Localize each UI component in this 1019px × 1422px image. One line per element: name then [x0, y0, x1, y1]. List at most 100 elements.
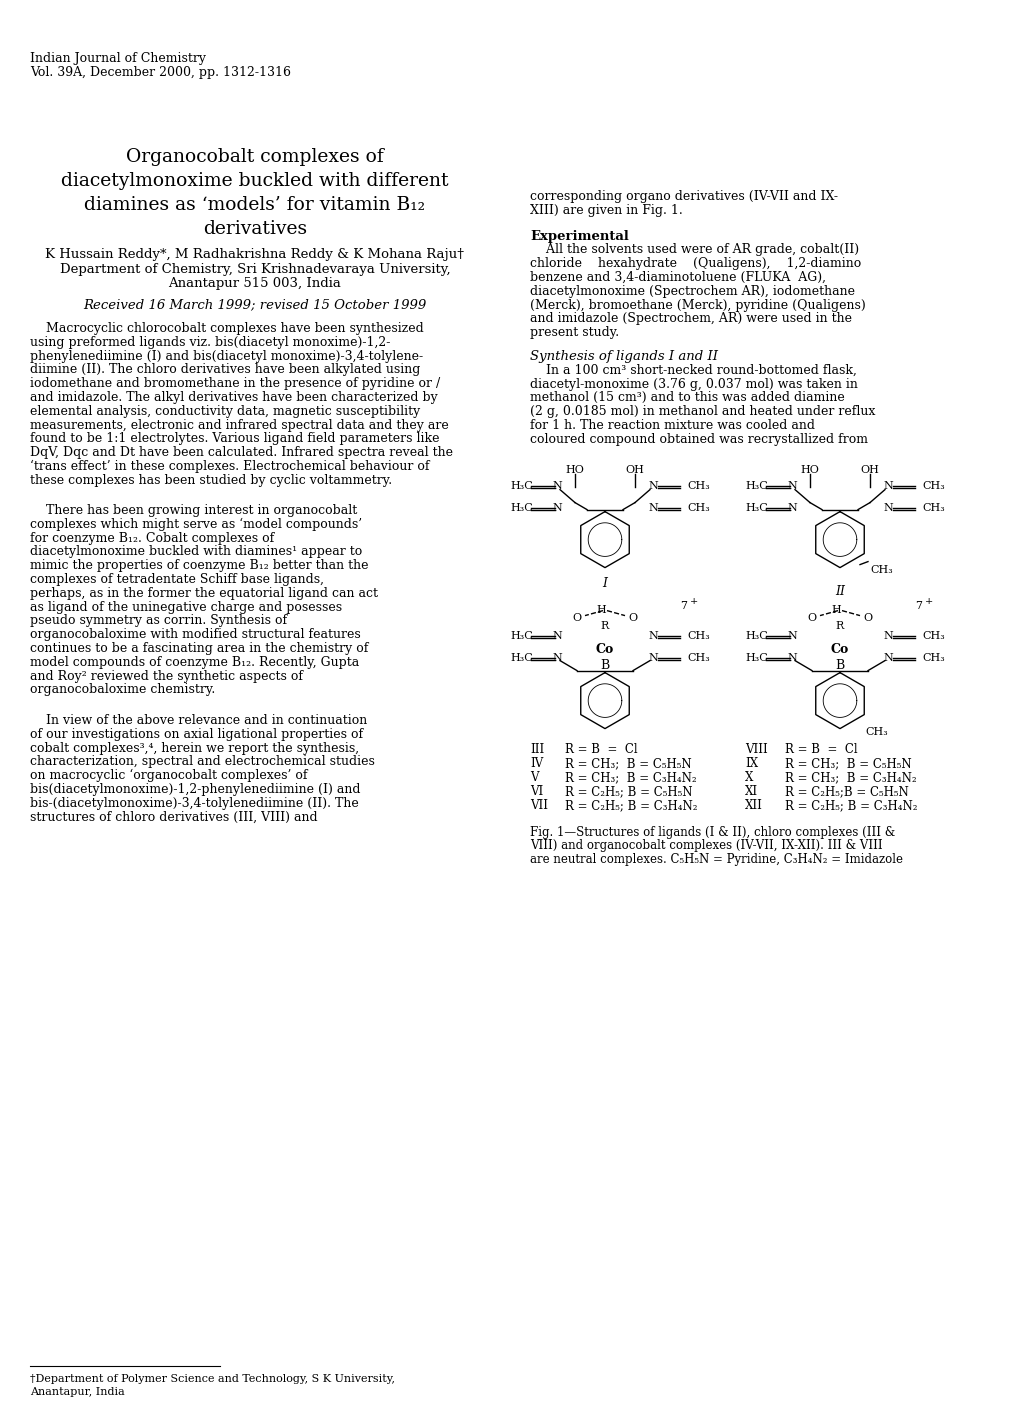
- Text: as ligand of the uninegative charge and posesses: as ligand of the uninegative charge and …: [30, 600, 341, 614]
- Text: for 1 h. The reaction mixture was cooled and: for 1 h. The reaction mixture was cooled…: [530, 419, 814, 432]
- Text: O: O: [572, 613, 581, 623]
- Text: H₃C: H₃C: [510, 502, 532, 512]
- Text: Anantapur, India: Anantapur, India: [30, 1386, 124, 1396]
- Text: corresponding organo derivatives (IV-VII and IX-: corresponding organo derivatives (IV-VII…: [530, 191, 838, 203]
- Text: R = CH₃;  B = C₅H₅N: R = CH₃; B = C₅H₅N: [785, 757, 911, 769]
- Text: perhaps, as in the former the equatorial ligand can act: perhaps, as in the former the equatorial…: [30, 587, 378, 600]
- Text: H₃C: H₃C: [744, 502, 767, 512]
- Text: There has been growing interest in organocobalt: There has been growing interest in organ…: [30, 503, 357, 518]
- Text: B: B: [835, 658, 844, 671]
- Text: XIII) are given in Fig. 1.: XIII) are given in Fig. 1.: [530, 203, 682, 216]
- Text: CH₃: CH₃: [921, 653, 944, 663]
- Text: and imidazole. The alkyl derivatives have been characterized by: and imidazole. The alkyl derivatives hav…: [30, 391, 437, 404]
- Text: VII: VII: [530, 799, 547, 812]
- Text: O: O: [807, 613, 816, 623]
- Text: CH₃: CH₃: [687, 653, 709, 663]
- Text: N: N: [647, 481, 657, 491]
- Text: complexes of tetradentate Schiff base ligands,: complexes of tetradentate Schiff base li…: [30, 573, 324, 586]
- Text: +: +: [689, 597, 698, 606]
- Text: N: N: [647, 630, 657, 640]
- Text: and Roy² reviewed the synthetic aspects of: and Roy² reviewed the synthetic aspects …: [30, 670, 303, 683]
- Text: and imidazole (Spectrochem, AR) were used in the: and imidazole (Spectrochem, AR) were use…: [530, 313, 851, 326]
- Text: N: N: [647, 653, 657, 663]
- Text: N: N: [787, 653, 796, 663]
- Text: CH₃: CH₃: [687, 502, 709, 512]
- Text: R = CH₃;  B = C₃H₄N₂: R = CH₃; B = C₃H₄N₂: [565, 771, 696, 784]
- Text: diacetylmonoxime buckled with different: diacetylmonoxime buckled with different: [61, 172, 448, 191]
- Text: H₃C: H₃C: [510, 481, 532, 491]
- Text: HO: HO: [800, 465, 818, 475]
- Text: organocobaloxime chemistry.: organocobaloxime chemistry.: [30, 684, 215, 697]
- Text: Macrocyclic chlorocobalt complexes have been synthesized: Macrocyclic chlorocobalt complexes have …: [30, 321, 423, 336]
- Text: found to be 1:1 electrolytes. Various ligand field parameters like: found to be 1:1 electrolytes. Various li…: [30, 432, 439, 445]
- Text: are neutral complexes. C₅H₅N = Pyridine, C₃H₄N₂ = Imidazole: are neutral complexes. C₅H₅N = Pyridine,…: [530, 853, 902, 866]
- Text: H₃C: H₃C: [744, 653, 767, 663]
- Text: N: N: [882, 481, 892, 491]
- Text: Anantapur 515 003, India: Anantapur 515 003, India: [168, 277, 341, 290]
- Text: N: N: [882, 653, 892, 663]
- Text: N: N: [882, 502, 892, 512]
- Text: III: III: [530, 742, 544, 755]
- Text: Synthesis of ligands I and II: Synthesis of ligands I and II: [530, 350, 717, 363]
- Text: Organocobalt complexes of: Organocobalt complexes of: [126, 148, 383, 166]
- Text: N: N: [647, 502, 657, 512]
- Text: VI: VI: [530, 785, 543, 798]
- Text: II: II: [835, 584, 844, 597]
- Text: H: H: [595, 604, 605, 614]
- Text: N: N: [551, 630, 561, 640]
- Text: diacetylmonoxime buckled with diamines¹ appear to: diacetylmonoxime buckled with diamines¹ …: [30, 546, 362, 559]
- Text: CH₃: CH₃: [687, 630, 709, 640]
- Text: All the solvents used were of AR grade, cobalt(II): All the solvents used were of AR grade, …: [530, 243, 858, 256]
- Text: H: H: [830, 604, 840, 614]
- Text: 7: 7: [680, 600, 687, 610]
- Text: R = B  =  Cl: R = B = Cl: [785, 742, 857, 755]
- Text: I: I: [602, 576, 607, 590]
- Text: R = B  =  Cl: R = B = Cl: [565, 742, 637, 755]
- Text: In view of the above relevance and in continuation: In view of the above relevance and in co…: [30, 714, 367, 727]
- Text: characterization, spectral and electrochemical studies: characterization, spectral and electroch…: [30, 755, 375, 768]
- Text: Received 16 March 1999; revised 15 October 1999: Received 16 March 1999; revised 15 Octob…: [84, 299, 426, 311]
- Text: diamines as ‘models’ for vitamin B₁₂: diamines as ‘models’ for vitamin B₁₂: [85, 196, 425, 213]
- Text: (Merck), bromoethane (Merck), pyridine (Qualigens): (Merck), bromoethane (Merck), pyridine (…: [530, 299, 865, 311]
- Text: present study.: present study.: [530, 326, 619, 340]
- Text: coloured compound obtained was recrystallized from: coloured compound obtained was recrystal…: [530, 432, 867, 447]
- Text: H₃C: H₃C: [744, 630, 767, 640]
- Text: cobalt complexes³,⁴, herein we report the synthesis,: cobalt complexes³,⁴, herein we report th…: [30, 742, 359, 755]
- Text: derivatives: derivatives: [203, 220, 307, 237]
- Text: chloride    hexahydrate    (Qualigens),    1,2-diamino: chloride hexahydrate (Qualigens), 1,2-di…: [530, 257, 860, 270]
- Text: X: X: [744, 771, 753, 784]
- Text: O: O: [863, 613, 871, 623]
- Text: bis-(diacetylmonoxime)-3,4-tolylenediimine (II). The: bis-(diacetylmonoxime)-3,4-tolylenediimi…: [30, 796, 359, 809]
- Text: complexes which might serve as ‘model compounds’: complexes which might serve as ‘model co…: [30, 518, 362, 530]
- Text: (2 g, 0.0185 mol) in methanol and heated under reflux: (2 g, 0.0185 mol) in methanol and heated…: [530, 405, 874, 418]
- Text: Vol. 39A, December 2000, pp. 1312-1316: Vol. 39A, December 2000, pp. 1312-1316: [30, 65, 290, 80]
- Text: iodomethane and bromomethane in the presence of pyridine or /: iodomethane and bromomethane in the pres…: [30, 377, 440, 390]
- Text: diimine (II). The chloro derivatives have been alkylated using: diimine (II). The chloro derivatives hav…: [30, 364, 420, 377]
- Text: of our investigations on axial ligational properties of: of our investigations on axial ligationa…: [30, 728, 363, 741]
- Text: CH₃: CH₃: [687, 481, 709, 491]
- Text: bis(diacetylmonoxime)-1,2-phenylenediimine (I) and: bis(diacetylmonoxime)-1,2-phenylenediimi…: [30, 784, 360, 796]
- Text: OH: OH: [860, 465, 878, 475]
- Text: IX: IX: [744, 757, 757, 769]
- Text: structures of chloro derivatives (III, VIII) and: structures of chloro derivatives (III, V…: [30, 811, 317, 823]
- Text: these complexes has been studied by cyclic voltammetry.: these complexes has been studied by cycl…: [30, 474, 391, 486]
- Text: Co: Co: [830, 643, 848, 656]
- Text: R: R: [835, 620, 844, 630]
- Text: R = CH₃;  B = C₃H₄N₂: R = CH₃; B = C₃H₄N₂: [785, 771, 916, 784]
- Text: R = C₂H₅; B = C₅H₅N: R = C₂H₅; B = C₅H₅N: [565, 785, 692, 798]
- Text: VIII) and organocobalt complexes (IV-VII, IX-XII). III & VIII: VIII) and organocobalt complexes (IV-VII…: [530, 839, 881, 852]
- Text: H₃C: H₃C: [744, 481, 767, 491]
- Text: R = CH₃;  B = C₅H₅N: R = CH₃; B = C₅H₅N: [565, 757, 691, 769]
- Text: benzene and 3,4-diaminotoluene (FLUKA  AG),: benzene and 3,4-diaminotoluene (FLUKA AG…: [530, 272, 825, 284]
- Text: O: O: [628, 613, 637, 623]
- Text: Department of Chemistry, Sri Krishnadevaraya University,: Department of Chemistry, Sri Krishnadeva…: [60, 263, 449, 276]
- Text: methanol (15 cm³) and to this was added diamine: methanol (15 cm³) and to this was added …: [530, 391, 844, 404]
- Text: organocobaloxime with modified structural features: organocobaloxime with modified structura…: [30, 629, 361, 641]
- Text: R = C₂H₅; B = C₃H₄N₂: R = C₂H₅; B = C₃H₄N₂: [565, 799, 697, 812]
- Text: Indian Journal of Chemistry: Indian Journal of Chemistry: [30, 53, 206, 65]
- Text: VIII: VIII: [744, 742, 767, 755]
- Text: measurements, electronic and infrared spectral data and they are: measurements, electronic and infrared sp…: [30, 418, 448, 432]
- Text: ‘trans effect’ in these complexes. Electrochemical behaviour of: ‘trans effect’ in these complexes. Elect…: [30, 459, 429, 474]
- Text: CH₃: CH₃: [864, 727, 887, 737]
- Text: R = C₂H₅;B = C₅H₅N: R = C₂H₅;B = C₅H₅N: [785, 785, 908, 798]
